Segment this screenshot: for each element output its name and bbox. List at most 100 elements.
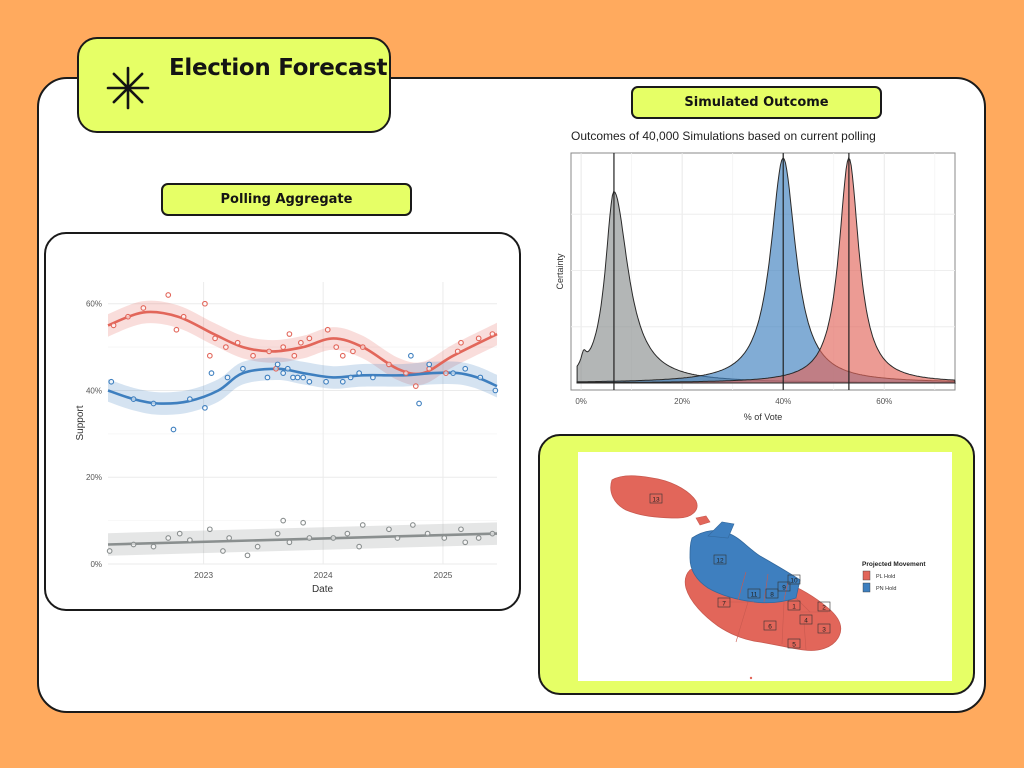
poll-point <box>212 335 218 342</box>
poll-point <box>424 530 431 537</box>
district-label: 2 <box>817 601 831 612</box>
poll-point <box>150 543 157 550</box>
district-number: 8 <box>770 592 774 599</box>
district-border <box>735 601 749 643</box>
x-axis-label: Date <box>312 584 334 595</box>
poll-point <box>394 535 401 541</box>
poll-point <box>443 370 449 376</box>
district-label: 12 <box>713 554 727 565</box>
poll-point <box>244 552 251 559</box>
poll-point <box>187 396 193 402</box>
poll-point <box>344 530 351 537</box>
poll-point <box>298 339 304 346</box>
polling-chart-panel: 0% 20% 40% 60% 2023 2024 2025 Date Support <box>44 232 521 611</box>
district-label: 13 <box>649 493 663 504</box>
district-label-box <box>787 600 801 611</box>
poll-point <box>254 543 261 550</box>
district-label: 10 <box>787 574 801 585</box>
poll-point <box>426 361 433 368</box>
simulation-chart-title: Outcomes of 40,000 Simulations based on … <box>571 129 876 143</box>
y-tick-label: 60% <box>86 300 102 309</box>
legend-swatch <box>862 582 871 593</box>
map-frame: 1 2 3 4 5 6 7 8 9 10 11 12 13 Projected Movement PL Ho… <box>578 452 952 681</box>
poll-point <box>458 526 464 533</box>
simulated-outcome-label: Simulated Outcome <box>631 86 882 119</box>
poll-point <box>173 326 180 333</box>
x-axis-label: % of Vote <box>744 412 783 422</box>
poll-point <box>264 374 271 381</box>
district-label-box <box>747 588 761 599</box>
y-tick-label: 0% <box>90 560 102 569</box>
district-label: 4 <box>799 614 813 625</box>
district-label-box <box>817 623 831 634</box>
poll-point <box>165 535 172 541</box>
poll-point <box>370 374 376 381</box>
district-label: 5 <box>787 638 801 649</box>
district-number: 11 <box>751 592 758 599</box>
poll-point <box>274 530 281 537</box>
poll-point <box>489 530 496 537</box>
poll-point <box>339 378 346 385</box>
district-border <box>795 597 811 613</box>
poll-point <box>403 370 409 376</box>
poll-point <box>165 292 172 298</box>
poll-point <box>291 352 298 359</box>
poll-point <box>306 378 313 385</box>
legend-label: PN Hold <box>876 586 896 592</box>
poll-point <box>180 313 187 320</box>
district-number: 6 <box>768 624 772 631</box>
district-label-box <box>777 581 791 592</box>
poll-point <box>202 404 208 411</box>
poll-point <box>386 526 392 533</box>
poll-point <box>108 378 115 385</box>
poll-point <box>202 300 208 307</box>
district-number: 9 <box>782 585 786 592</box>
poll-point <box>333 344 340 350</box>
poll-point <box>206 526 213 533</box>
poll-point <box>441 535 448 541</box>
district-label: 1 <box>787 600 801 611</box>
poll-point <box>176 530 183 537</box>
poll-point <box>284 365 291 372</box>
district-label: 8 <box>765 588 779 599</box>
y-tick-label: 40% <box>86 386 102 395</box>
confidence-band <box>108 357 497 415</box>
poll-point <box>412 383 419 389</box>
poll-point <box>339 352 346 359</box>
district-number: 3 <box>822 627 826 634</box>
poll-point <box>306 535 313 541</box>
legend-swatch <box>862 570 871 581</box>
poll-point <box>300 374 307 381</box>
district-number: 5 <box>792 642 796 649</box>
map-panel: 1 2 3 4 5 6 7 8 9 10 11 12 13 Projected Movement PL Ho… <box>538 434 975 695</box>
poll-point <box>359 344 366 350</box>
poll-point <box>223 344 229 350</box>
poll-point <box>280 370 287 376</box>
district-13 <box>610 475 698 519</box>
district-number: 12 <box>716 558 724 565</box>
district-label-box <box>799 614 813 625</box>
district-label: 11 <box>747 588 761 599</box>
poll-point <box>125 313 131 320</box>
poll-point <box>240 365 246 372</box>
poll-point <box>350 348 356 355</box>
poll-point <box>450 370 456 376</box>
poll-point <box>187 537 193 543</box>
poll-point <box>286 539 293 546</box>
poll-point <box>286 331 293 337</box>
district-border <box>803 621 807 651</box>
filfla-dot <box>749 676 753 680</box>
x-tick-label: 20% <box>674 397 690 406</box>
y-axis-label: Support <box>75 405 86 440</box>
district-border <box>781 601 785 645</box>
poll-point <box>150 400 157 407</box>
poll-point <box>409 522 416 528</box>
poll-point <box>110 322 117 329</box>
poll-point <box>300 519 307 526</box>
poll-point <box>356 370 362 376</box>
district-label: 9 <box>777 581 791 592</box>
poll-point <box>224 374 231 381</box>
district-number: 1 <box>792 604 796 611</box>
polling-aggregate-label: Polling Aggregate <box>161 183 412 216</box>
